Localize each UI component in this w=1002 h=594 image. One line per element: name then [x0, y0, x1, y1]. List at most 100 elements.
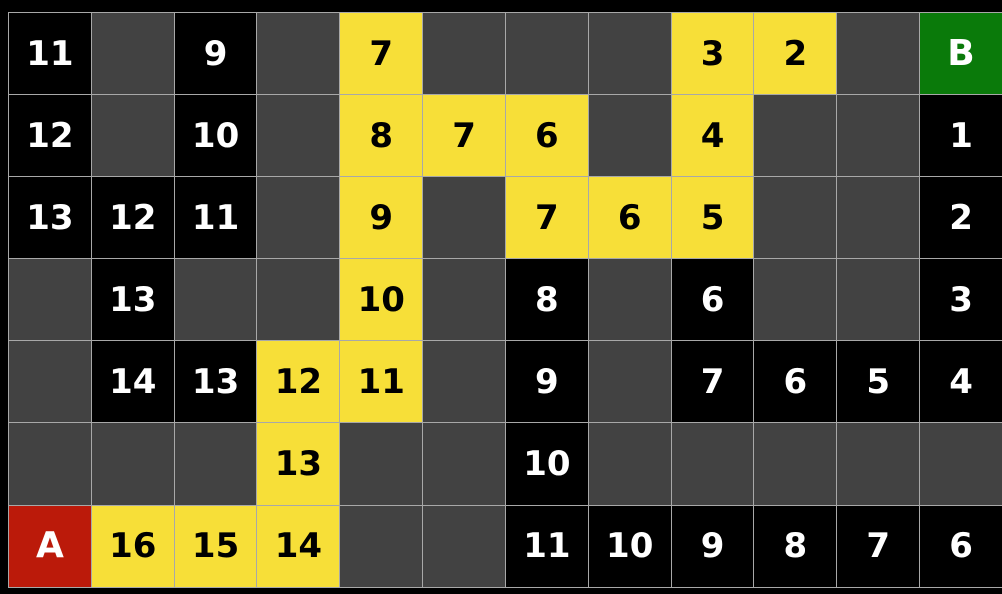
visited-cell[interactable]: 7: [670, 340, 755, 424]
empty-cell[interactable]: [173, 258, 258, 342]
grid-body: 11 9 7 3 2 B 12 10 8 7 6 4 1 13 12 11 9 7 6 5 2 13 10 8 6 3 14 13 12…: [8, 11, 1002, 588]
grid-row: 13 10 8 6 3: [8, 258, 1002, 342]
path-cell[interactable]: 9: [339, 176, 424, 260]
cell-label: 14: [109, 361, 157, 402]
path-cell[interactable]: 6: [587, 176, 672, 260]
path-cell[interactable]: 7: [339, 11, 424, 96]
empty-cell[interactable]: [422, 176, 506, 260]
visited-cell[interactable]: 13: [8, 176, 92, 260]
cell-label: 13: [26, 197, 74, 238]
empty-cell[interactable]: [504, 11, 589, 96]
visited-cell[interactable]: 12: [90, 176, 175, 260]
cell-label: 10: [606, 526, 654, 567]
empty-cell[interactable]: [587, 422, 672, 506]
visited-cell[interactable]: 11: [173, 176, 258, 260]
path-cell[interactable]: 7: [504, 176, 589, 260]
pathfinding-grid-container: 11 9 7 3 2 B 12 10 8 7 6 4 1 13 12 11 9 7 6 5 2 13 10 8 6 3 14 13 12…: [8, 11, 1002, 588]
visited-cell[interactable]: 4: [919, 340, 1002, 424]
empty-cell[interactable]: [256, 258, 341, 342]
visited-cell[interactable]: 5: [836, 340, 921, 424]
path-cell[interactable]: 11: [339, 340, 424, 424]
visited-cell[interactable]: 12: [8, 94, 92, 178]
visited-cell[interactable]: 8: [504, 258, 589, 342]
empty-cell[interactable]: [339, 422, 424, 506]
path-cell[interactable]: 4: [670, 94, 755, 178]
visited-cell[interactable]: 13: [173, 340, 258, 424]
empty-cell[interactable]: [919, 422, 1002, 506]
empty-cell[interactable]: [422, 258, 506, 342]
visited-cell[interactable]: 13: [90, 258, 175, 342]
start-cell[interactable]: A: [8, 504, 92, 588]
path-cell[interactable]: 8: [339, 94, 424, 178]
cell-label: B: [947, 32, 975, 74]
empty-cell[interactable]: [8, 340, 92, 424]
visited-cell[interactable]: 9: [504, 340, 589, 424]
cell-label: 14: [274, 526, 323, 567]
visited-cell[interactable]: 2: [919, 176, 1002, 260]
visited-cell[interactable]: 9: [173, 11, 258, 96]
empty-cell[interactable]: [339, 504, 424, 588]
path-cell[interactable]: 14: [256, 504, 341, 588]
path-cell[interactable]: 5: [670, 176, 755, 260]
empty-cell[interactable]: [8, 422, 92, 506]
path-cell[interactable]: 3: [670, 11, 755, 96]
visited-cell[interactable]: 9: [670, 504, 755, 588]
empty-cell[interactable]: [587, 94, 672, 178]
path-cell[interactable]: 16: [90, 504, 175, 588]
cell-label: 7: [369, 33, 394, 74]
visited-cell[interactable]: 10: [504, 422, 589, 506]
empty-cell[interactable]: [422, 504, 506, 588]
empty-cell[interactable]: [753, 94, 838, 178]
empty-cell[interactable]: [90, 422, 175, 506]
grid-row: 11 9 7 3 2 B: [8, 11, 1002, 96]
path-cell[interactable]: 12: [256, 340, 341, 424]
empty-cell[interactable]: [8, 258, 92, 342]
empty-cell[interactable]: [587, 11, 672, 96]
empty-cell[interactable]: [753, 258, 838, 342]
empty-cell[interactable]: [256, 11, 341, 96]
visited-cell[interactable]: 3: [919, 258, 1002, 342]
path-cell[interactable]: 7: [422, 94, 506, 178]
empty-cell[interactable]: [753, 176, 838, 260]
visited-cell[interactable]: 7: [836, 504, 921, 588]
visited-cell[interactable]: 6: [670, 258, 755, 342]
grid-row: 12 10 8 7 6 4 1: [8, 94, 1002, 178]
pathfinding-grid: 11 9 7 3 2 B 12 10 8 7 6 4 1 13 12 11 9 7 6 5 2 13 10 8 6 3 14 13 12…: [8, 11, 1002, 588]
empty-cell[interactable]: [587, 258, 672, 342]
empty-cell[interactable]: [753, 422, 838, 506]
cell-label: 11: [26, 33, 74, 74]
path-cell[interactable]: 13: [256, 422, 341, 506]
visited-cell[interactable]: 1: [919, 94, 1002, 178]
cell-label: 13: [109, 279, 157, 320]
grid-row: A 16 15 14 11 10 9 8 7 6: [8, 504, 1002, 588]
empty-cell[interactable]: [422, 340, 506, 424]
empty-cell[interactable]: [422, 11, 506, 96]
goal-cell[interactable]: B: [919, 11, 1002, 96]
empty-cell[interactable]: [670, 422, 755, 506]
empty-cell[interactable]: [256, 94, 341, 178]
empty-cell[interactable]: [836, 94, 921, 178]
path-cell[interactable]: 15: [173, 504, 258, 588]
empty-cell[interactable]: [587, 340, 672, 424]
visited-cell[interactable]: 10: [587, 504, 672, 588]
path-cell[interactable]: 6: [504, 94, 589, 178]
path-cell[interactable]: 10: [339, 258, 424, 342]
cell-label: 5: [700, 197, 725, 238]
visited-cell[interactable]: 8: [753, 504, 838, 588]
empty-cell[interactable]: [836, 11, 921, 96]
visited-cell[interactable]: 11: [8, 11, 92, 96]
visited-cell[interactable]: 10: [173, 94, 258, 178]
visited-cell[interactable]: 14: [90, 340, 175, 424]
empty-cell[interactable]: [90, 11, 175, 96]
visited-cell[interactable]: 11: [504, 504, 589, 588]
empty-cell[interactable]: [173, 422, 258, 506]
empty-cell[interactable]: [836, 422, 921, 506]
empty-cell[interactable]: [256, 176, 341, 260]
empty-cell[interactable]: [836, 258, 921, 342]
visited-cell[interactable]: 6: [919, 504, 1002, 588]
path-cell[interactable]: 2: [753, 11, 838, 96]
visited-cell[interactable]: 6: [753, 340, 838, 424]
empty-cell[interactable]: [836, 176, 921, 260]
empty-cell[interactable]: [422, 422, 506, 506]
empty-cell[interactable]: [90, 94, 175, 178]
